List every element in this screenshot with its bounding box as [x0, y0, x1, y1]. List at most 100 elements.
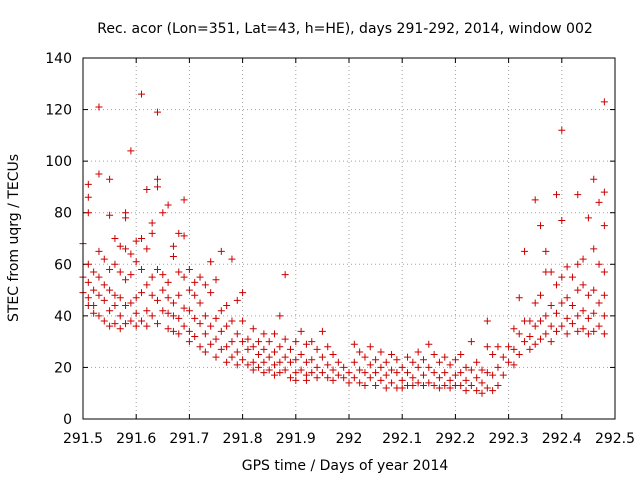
data-point: [297, 366, 305, 374]
data-point: [563, 330, 571, 338]
data-point: [122, 320, 130, 328]
data-point: [510, 345, 518, 353]
data-point: [590, 309, 598, 317]
data-point: [531, 340, 539, 348]
data-point: [271, 330, 279, 338]
data-point: [505, 358, 513, 366]
data-point: [552, 309, 560, 317]
data-point: [116, 242, 124, 250]
data-point: [595, 299, 603, 307]
data-point: [223, 322, 231, 330]
data-point: [329, 351, 337, 359]
data-point: [372, 356, 380, 364]
data-point: [531, 299, 539, 307]
data-point: [425, 379, 433, 387]
data-point: [446, 376, 454, 384]
data-point: [122, 245, 130, 253]
data-point: [132, 294, 140, 302]
data-point: [143, 186, 151, 194]
data-point: [95, 170, 103, 178]
data-point: [446, 361, 454, 369]
data-point: [111, 235, 119, 242]
data-point: [148, 229, 156, 237]
data-point: [430, 369, 438, 377]
data-point: [164, 294, 172, 302]
data-point: [84, 193, 92, 201]
data-point: [537, 317, 545, 325]
data-point: [292, 356, 300, 364]
data-point: [244, 345, 252, 353]
data-point: [106, 265, 114, 273]
data-point: [568, 320, 576, 328]
data-point: [84, 260, 92, 268]
data-point: [84, 180, 92, 188]
data-point: [138, 317, 146, 325]
data-point: [467, 366, 475, 374]
data-point: [106, 286, 114, 294]
data-point: [393, 356, 401, 364]
data-point: [228, 338, 236, 346]
data-point: [600, 98, 608, 106]
data-point: [260, 369, 268, 377]
y-tick-label: 20: [54, 360, 72, 376]
data-point: [185, 286, 193, 294]
data-point: [430, 381, 438, 389]
x-tick-label: 292.1: [382, 431, 422, 447]
data-point: [340, 363, 348, 371]
data-point: [95, 103, 103, 111]
data-point: [217, 327, 225, 335]
data-point: [552, 327, 560, 335]
data-point: [499, 353, 507, 361]
data-point: [175, 314, 183, 322]
data-point: [494, 381, 502, 389]
data-point: [281, 335, 289, 343]
data-point: [441, 369, 449, 377]
data-point: [265, 353, 273, 361]
data-point: [175, 229, 183, 237]
data-point: [552, 281, 560, 289]
data-point: [164, 278, 172, 286]
data-point: [329, 376, 337, 384]
data-point: [169, 299, 177, 307]
data-point: [148, 312, 156, 320]
data-point: [281, 271, 289, 279]
data-point: [600, 188, 608, 196]
data-point: [425, 340, 433, 348]
data-point: [276, 343, 284, 351]
data-point: [111, 320, 119, 328]
data-point: [356, 366, 364, 374]
data-point: [212, 353, 220, 361]
data-point: [84, 278, 92, 286]
data-point: [467, 381, 475, 389]
data-point: [318, 327, 326, 335]
data-point: [318, 369, 326, 377]
data-point: [547, 268, 555, 276]
data-point: [542, 330, 550, 338]
data-point: [212, 314, 220, 322]
data-point: [558, 322, 566, 330]
data-point: [276, 312, 284, 320]
data-point: [143, 281, 151, 289]
data-point: [207, 322, 215, 330]
data-point: [446, 384, 454, 392]
data-point: [372, 381, 380, 389]
data-point: [478, 389, 486, 397]
data-point: [308, 356, 316, 364]
data-point: [388, 366, 396, 374]
data-point: [90, 286, 98, 294]
data-point: [430, 351, 438, 359]
plot-frame: [82, 57, 616, 420]
data-point: [233, 348, 241, 356]
data-point: [473, 387, 481, 395]
y-axis-label: STEC from uqrg / TECUs: [6, 154, 22, 322]
data-point: [116, 268, 124, 276]
data-point: [185, 307, 193, 315]
data-point: [515, 294, 523, 302]
data-point: [169, 253, 177, 261]
data-point: [526, 345, 534, 353]
data-point: [350, 358, 358, 366]
x-tick-label: 291.9: [276, 431, 316, 447]
data-point: [228, 317, 236, 325]
data-point: [106, 211, 114, 219]
y-tick-label: 60: [54, 257, 72, 273]
